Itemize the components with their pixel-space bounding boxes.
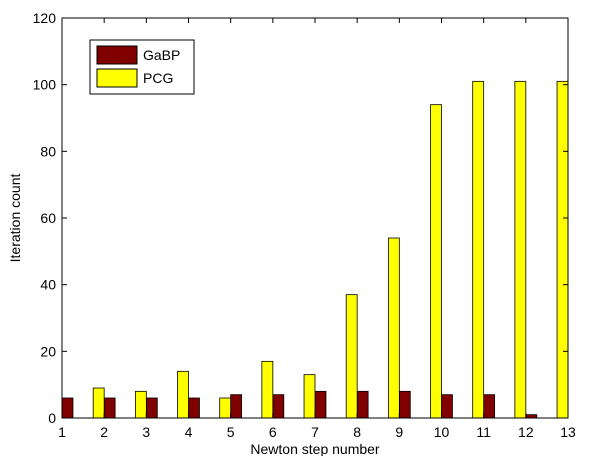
bar-pcg-3: [134, 390, 147, 419]
bar-pcg-8: [345, 294, 358, 419]
y-tick-label: 100: [33, 77, 57, 93]
legend: GaBP PCG: [89, 39, 195, 95]
legend-label-gabp: GaBP: [143, 47, 180, 63]
bar-gabp-7: [314, 390, 327, 419]
y-tick-label: 0: [48, 410, 56, 426]
x-tick-label: 13: [560, 424, 576, 440]
bar-gabp-5: [230, 394, 243, 419]
bar-pcg-13: [556, 80, 569, 419]
bar-pcg-2: [92, 387, 105, 419]
y-tick-label: 60: [40, 210, 56, 226]
y-axis-label: Iteration count: [7, 174, 23, 263]
bar-gabp-6: [272, 394, 285, 419]
bar-gabp-2: [103, 397, 116, 419]
bar-pcg-11: [472, 80, 485, 419]
x-tick-label: 7: [311, 424, 319, 440]
x-tick-label: 9: [395, 424, 403, 440]
y-tick-label: 20: [40, 343, 56, 359]
x-axis-label: Newton step number: [250, 441, 380, 456]
bar-gabp-1: [61, 397, 74, 419]
x-tick-label: 5: [227, 424, 235, 440]
legend-label-pcg: PCG: [143, 70, 173, 86]
y-tick-label: 120: [33, 10, 57, 26]
x-tick-label: 12: [518, 424, 534, 440]
x-tick-label: 2: [100, 424, 108, 440]
x-tick-label: 1: [58, 424, 66, 440]
bar-pcg-5: [219, 397, 232, 419]
bar-gabp-10: [441, 394, 453, 419]
bar-pcg-9: [387, 237, 400, 419]
bar-gabp-3: [145, 397, 158, 419]
x-tick-label: 3: [142, 424, 150, 440]
bar-gabp-11: [483, 394, 496, 419]
x-tick-label: 4: [185, 424, 193, 440]
bar-pcg-7: [303, 374, 316, 419]
y-tick-label: 40: [40, 277, 56, 293]
bar-pcg-10: [430, 104, 442, 419]
x-tick-label: 11: [476, 424, 491, 440]
x-tick-label: 10: [434, 424, 450, 440]
x-tick-label: 6: [269, 424, 277, 440]
legend-swatch-gabp: [96, 45, 138, 65]
plot-frame: [61, 17, 569, 419]
bar-pcg-6: [261, 360, 274, 419]
bar-gabp-9: [398, 390, 411, 419]
y-tick-label: 80: [40, 143, 56, 159]
bar-pcg-4: [177, 370, 189, 419]
bar-gabp-8: [356, 390, 369, 419]
x-tick-label: 8: [353, 424, 361, 440]
legend-swatch-pcg: [96, 68, 138, 88]
bar-pcg-12: [514, 80, 527, 419]
bar-gabp-4: [188, 397, 200, 419]
